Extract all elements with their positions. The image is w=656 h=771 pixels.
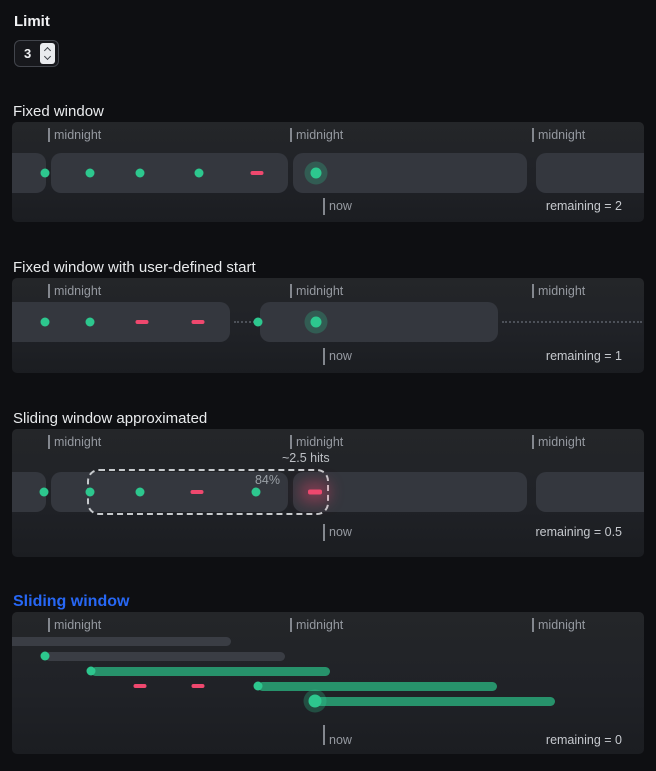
midnight-tick-label: midnight (296, 284, 344, 298)
midnight-tick (290, 284, 292, 298)
usage-bar-expired (12, 637, 231, 646)
hit-rejected-current (308, 489, 322, 495)
midnight-tick (290, 618, 292, 632)
midnight-tick (290, 128, 292, 142)
panel-sliding-window-approximated: midnight midnight midnight ~2.5 hits 84% now r… (12, 429, 644, 557)
limit-value: 3 (24, 46, 32, 61)
remaining-label: remaining = 0.5 (535, 525, 622, 539)
midnight-tick-label: midnight (296, 128, 344, 142)
now-label: now (329, 733, 352, 747)
hit-accepted-current (310, 316, 322, 328)
hit-accepted (251, 487, 261, 497)
hit-rejected (191, 320, 205, 324)
hit-accepted (40, 651, 50, 661)
midnight-tick (48, 435, 50, 449)
midnight-tick (532, 618, 534, 632)
hit-accepted (40, 168, 50, 178)
hit-accepted-current (310, 167, 322, 179)
rate-limit-window (12, 153, 46, 193)
usage-bar-active (315, 697, 555, 706)
hit-rejected (250, 171, 264, 175)
hit-accepted (85, 317, 95, 327)
now-tick (323, 198, 325, 215)
remaining-label: remaining = 1 (545, 349, 622, 363)
annotation-label: 84% (254, 473, 280, 487)
midnight-tick-label: midnight (54, 128, 102, 142)
now-label: now (329, 199, 352, 213)
hit-accepted (194, 168, 204, 178)
midnight-tick-label: midnight (538, 435, 586, 449)
section-title-fixed-window: Fixed window (13, 103, 104, 120)
now-tick (323, 725, 325, 745)
approx-window-outline (87, 469, 329, 515)
hit-accepted (39, 487, 49, 497)
hit-rejected (190, 490, 204, 494)
number-spinner[interactable] (40, 43, 55, 64)
hit-accepted (40, 317, 50, 327)
now-label: now (329, 525, 352, 539)
midnight-tick (48, 128, 50, 142)
remaining-label: remaining = 2 (545, 199, 622, 213)
hit-accepted (135, 168, 145, 178)
panel-fixed-window-user-start: midnight midnight midnight now remaining = 1 (12, 278, 644, 373)
midnight-tick-label: midnight (54, 618, 102, 632)
rate-limit-window (536, 472, 644, 512)
spinner-down-icon[interactable] (43, 52, 52, 61)
midnight-tick-label: midnight (538, 618, 586, 632)
hit-accepted (253, 681, 263, 691)
midnight-tick-label: midnight (296, 435, 344, 449)
midnight-tick-label: midnight (54, 435, 102, 449)
hit-accepted (85, 487, 95, 497)
annotation-label: ~2.5 hits (282, 451, 330, 465)
hit-accepted (253, 317, 263, 327)
midnight-tick (48, 284, 50, 298)
midnight-tick-label: midnight (538, 284, 586, 298)
hit-accepted (85, 168, 95, 178)
section-title-fixed-window-user-start: Fixed window with user-defined start (13, 259, 256, 276)
hit-rejected (191, 684, 205, 688)
midnight-tick (290, 435, 292, 449)
dotted-timeline (234, 321, 258, 323)
panel-fixed-window: midnight midnight midnight now remaining = 2 (12, 122, 644, 222)
usage-bar-active (258, 682, 497, 691)
now-tick (323, 524, 325, 541)
hit-accepted-current (308, 694, 322, 708)
hit-rejected (133, 684, 147, 688)
rate-limit-window (293, 472, 527, 512)
dotted-timeline (502, 321, 642, 323)
midnight-tick-label: midnight (538, 128, 586, 142)
hit-accepted (135, 487, 145, 497)
limit-label: Limit (14, 13, 50, 30)
limit-input[interactable]: 3 (14, 40, 59, 67)
section-title-sliding-window-link[interactable]: Sliding window (13, 593, 130, 610)
hit-accepted (86, 666, 96, 676)
usage-bar-expired (45, 652, 285, 661)
midnight-tick (532, 128, 534, 142)
now-label: now (329, 349, 352, 363)
midnight-tick-label: midnight (54, 284, 102, 298)
hit-rejected (135, 320, 149, 324)
section-title-sliding-window-approximated: Sliding window approximated (13, 410, 208, 427)
usage-bar-active (91, 667, 330, 676)
rate-limit-window (260, 302, 498, 342)
midnight-tick-label: midnight (296, 618, 344, 632)
now-tick (323, 348, 325, 365)
midnight-tick (48, 618, 50, 632)
panel-sliding-window: midnight midnight midnight now remaining = 0 (12, 612, 644, 754)
midnight-tick (532, 435, 534, 449)
remaining-label: remaining = 0 (545, 733, 622, 747)
rate-limit-window (536, 153, 644, 193)
rate-limit-window (293, 153, 527, 193)
midnight-tick (532, 284, 534, 298)
